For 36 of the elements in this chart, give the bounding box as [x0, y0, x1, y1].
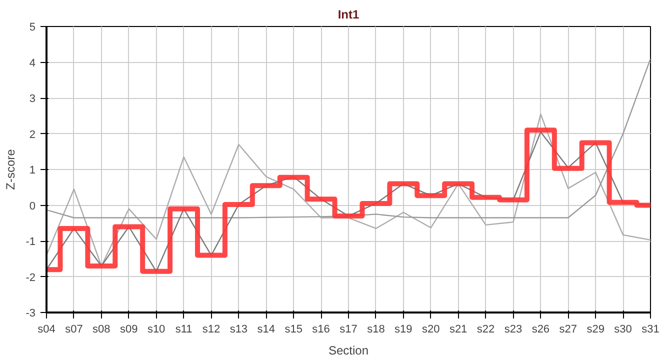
x-tick-label: s19: [394, 324, 412, 336]
x-tick-label: s10: [147, 324, 166, 336]
x-tick-label: s31: [642, 324, 660, 336]
x-tick-label: s12: [202, 324, 220, 336]
y-tick-label: -3: [26, 308, 36, 320]
x-tick-label: s11: [175, 324, 192, 336]
x-tick-label: s13: [230, 324, 248, 336]
x-tick-label: s30: [614, 324, 632, 336]
y-tick-label: 3: [29, 93, 36, 105]
x-tick-label: s17: [340, 324, 358, 336]
x-tick-label: s27: [559, 324, 578, 336]
y-tick-label: 1: [29, 164, 36, 176]
x-tick-label: s07: [65, 324, 83, 336]
x-tick-label: s21: [449, 324, 468, 336]
x-tick-label: s04: [38, 324, 56, 336]
x-tick-label: s23: [504, 324, 522, 336]
x-tick-label: s08: [92, 324, 110, 336]
y-tick-label: 0: [29, 200, 36, 212]
x-axis-title: Section: [328, 344, 369, 358]
x-tick-label: s20: [422, 324, 440, 336]
line-series: [46, 58, 650, 218]
x-tick-label: s18: [367, 324, 385, 336]
y-tick-label: 2: [29, 128, 36, 141]
x-tick-label: s15: [284, 324, 302, 336]
y-axis-title: Z-score: [4, 148, 18, 190]
y-tick-label: 4: [29, 57, 36, 70]
x-tick-label: s16: [312, 324, 330, 336]
y-tick-label: 5: [29, 22, 36, 34]
y-tick-label: -2: [26, 272, 36, 284]
x-tick-label: s09: [120, 324, 138, 336]
x-tick-label: s29: [586, 324, 604, 336]
chart-title: Int1: [338, 8, 360, 22]
x-tick-label: s14: [257, 324, 276, 336]
x-tick-label: s26: [532, 324, 550, 336]
y-tick-label: -1: [26, 236, 36, 248]
x-tick-label: s22: [476, 324, 495, 336]
